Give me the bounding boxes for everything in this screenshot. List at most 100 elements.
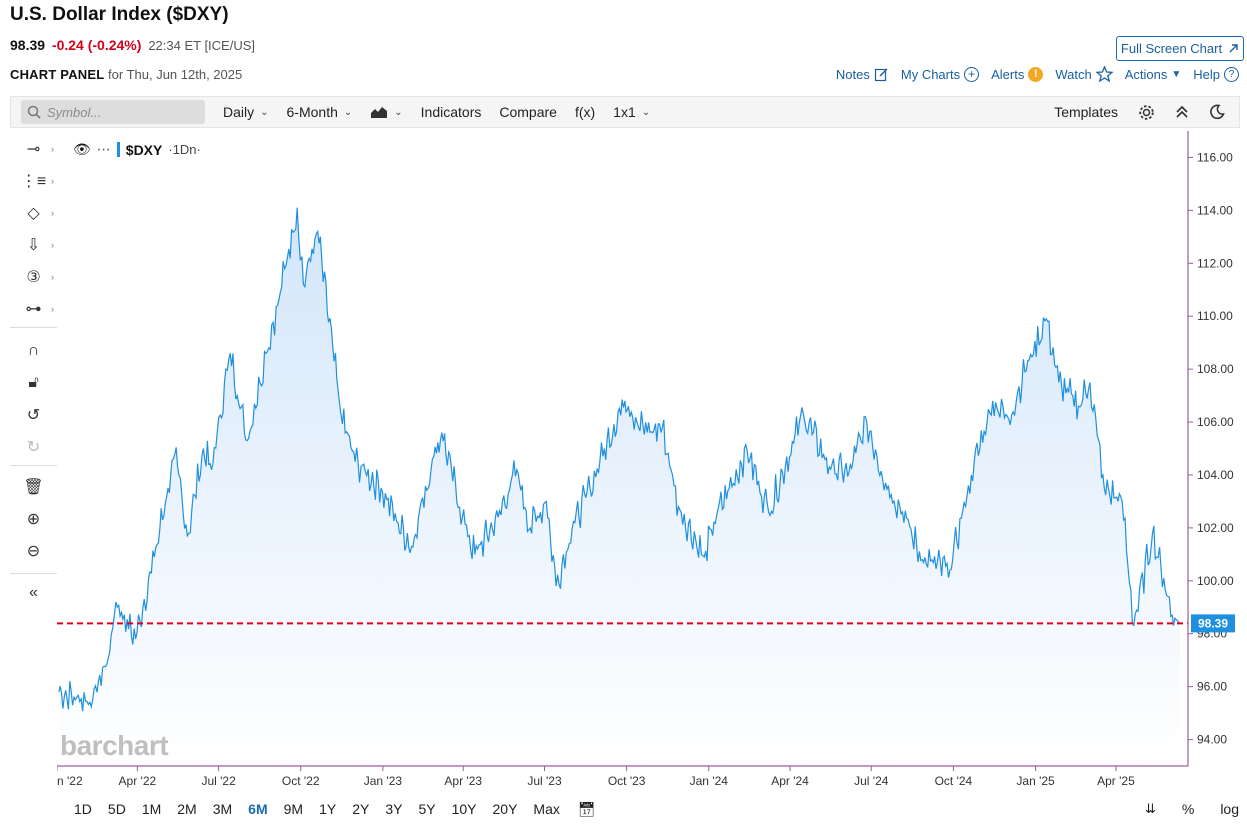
log-toggle[interactable]: log: [1220, 801, 1239, 817]
last-price: 98.39: [10, 37, 46, 53]
notes-link[interactable]: Notes: [836, 67, 889, 82]
function-label: f(x): [574, 104, 596, 120]
range-button-5y[interactable]: 5Y: [418, 801, 436, 817]
measure-tool-button[interactable]: ⊶ ›: [10, 295, 57, 323]
y-tick-label: 116.00: [1197, 150, 1233, 164]
range-button-3y[interactable]: 3Y: [385, 801, 403, 817]
templates-button[interactable]: Templates: [1054, 104, 1118, 120]
redo-button[interactable]: ↻: [10, 433, 57, 461]
expand-arrow-icon: [1229, 44, 1238, 53]
actions-label: Actions: [1124, 66, 1168, 82]
magnet-button[interactable]: ∩: [10, 337, 57, 365]
dark-mode-moon-icon[interactable]: [1209, 104, 1225, 120]
x-tick-label: Jan '23: [364, 774, 403, 788]
price-chart[interactable]: 116.00 114.00 112.00 110.00 108.00 106.00 104.…: [57, 131, 1242, 791]
count-tool-button[interactable]: ③ ›: [10, 263, 57, 291]
price-change: -0.24 (-0.24%): [51, 37, 142, 53]
percent-toggle[interactable]: %: [1181, 801, 1195, 817]
indicators-label: Indicators: [420, 104, 482, 120]
x-tick-label: Jul '23: [527, 774, 562, 788]
range-button-6m[interactable]: 6M: [248, 801, 268, 817]
delete-button[interactable]: 🗑︎: [10, 473, 57, 501]
lock-button[interactable]: 🔓︎: [10, 369, 57, 397]
range-button-2m[interactable]: 2M: [177, 801, 197, 817]
range-button-10y[interactable]: 10Y: [451, 801, 477, 817]
search-icon: [27, 105, 41, 119]
chart-panel-title: CHART PANEL: [10, 67, 105, 82]
gear-icon[interactable]: [1138, 104, 1155, 121]
chevron-right-icon: ›: [51, 304, 54, 314]
undo-button[interactable]: ↺: [10, 401, 57, 429]
range-button-1d[interactable]: 1D: [74, 801, 92, 817]
measure-icon: ⊶: [25, 301, 42, 318]
chevron-right-icon: ›: [51, 144, 54, 154]
collapse-up-icon[interactable]: [1175, 104, 1189, 120]
watch-link[interactable]: Watch: [1055, 66, 1113, 82]
redo-icon: ↻: [26, 439, 41, 456]
chevron-down-icon: ⌄: [641, 106, 651, 118]
x-tick-label: Apr '25: [1097, 774, 1135, 788]
zoom-out-button[interactable]: ⊖: [10, 537, 57, 565]
alerts-link[interactable]: Alerts !: [991, 66, 1044, 82]
range-bar-right: ⇊ % log: [1145, 801, 1239, 817]
sidebar-divider: [10, 465, 57, 466]
unlock-icon: 🔓︎: [28, 374, 39, 391]
last-price-tag-label: 98.39: [1198, 616, 1228, 630]
shape-tool-button[interactable]: ◇ ›: [10, 199, 57, 227]
x-tick-label: Jan '25: [1016, 774, 1055, 788]
chart-type-dropdown[interactable]: ⌄: [370, 105, 403, 119]
chart-panel-date: for Thu, Jun 12th, 2025: [108, 67, 243, 82]
series-color-swatch: [116, 142, 120, 157]
top-links: Notes My Charts + Alerts ! Watch Actions…: [836, 66, 1239, 82]
notes-label: Notes: [835, 66, 870, 82]
chevron-right-icon: ›: [51, 208, 54, 218]
plus-circle-icon: +: [964, 66, 980, 82]
period-dropdown[interactable]: 6-Month ⌄: [287, 104, 353, 120]
range-button-max[interactable]: Max: [533, 801, 560, 817]
full-screen-chart-button[interactable]: Full Screen Chart: [1116, 36, 1244, 61]
indicators-button[interactable]: Indicators: [421, 104, 482, 120]
range-button-2y[interactable]: 2Y: [352, 801, 370, 817]
double-chevron-left-icon: «: [29, 584, 38, 601]
more-options-icon[interactable]: ⋯: [96, 141, 111, 157]
calendar-icon[interactable]: 📅︎: [577, 800, 596, 817]
eye-icon[interactable]: 👁︎: [73, 141, 91, 157]
range-button-3m[interactable]: 3M: [212, 801, 233, 817]
x-tick-label: Jan '24: [690, 774, 729, 788]
range-button-1m[interactable]: 1M: [141, 801, 162, 817]
magnet-icon: ∩: [27, 342, 40, 359]
star-icon: [1095, 66, 1113, 82]
chevron-down-icon: ⌄: [260, 106, 269, 118]
range-button-1y[interactable]: 1Y: [319, 801, 337, 817]
zoom-in-button[interactable]: ⊕: [10, 505, 57, 533]
interval-label: Daily: [223, 104, 255, 120]
compare-label: Compare: [499, 104, 557, 120]
expand-down-icon[interactable]: ⇊: [1144, 801, 1156, 816]
compare-button[interactable]: Compare: [499, 104, 557, 120]
layout-dropdown[interactable]: 1x1 ⌄: [613, 104, 650, 120]
y-tick-label: 94.00: [1197, 733, 1227, 747]
collapse-sidebar-button[interactable]: «: [10, 579, 57, 607]
symbol-search-input[interactable]: Symbol...: [21, 100, 205, 124]
range-button-9m[interactable]: 9M: [283, 801, 304, 817]
fib-tool-button[interactable]: ⋮≡ ›: [10, 167, 57, 195]
my-charts-link[interactable]: My Charts +: [901, 66, 980, 82]
y-tick-label: 96.00: [1197, 680, 1227, 694]
interval-dropdown[interactable]: Daily ⌄: [223, 104, 269, 120]
y-tick-label: 102.00: [1197, 521, 1234, 535]
range-button-5d[interactable]: 5D: [107, 801, 126, 817]
y-tick-label: 100.00: [1197, 574, 1234, 588]
range-bar: 1D 5D 1M 2M 3M 6M 9M 1Y 2Y 3Y 5Y 10Y 20Y Max 📅︎ ⇊ % l…: [10, 796, 1245, 822]
arrow-tool-button[interactable]: ⇩ ›: [10, 231, 57, 259]
watch-label: Watch: [1055, 66, 1092, 82]
actions-menu[interactable]: Actions ▼: [1125, 67, 1182, 82]
function-button[interactable]: f(x): [575, 104, 595, 120]
chart-toolbar: Symbol... Daily ⌄ 6-Month ⌄ ⌄ Indicators C…: [10, 96, 1240, 128]
chart-legend: 👁︎ ⋯ $DXY ·1Dn·: [73, 141, 201, 158]
line-tool-button[interactable]: ⊸ ›: [10, 135, 57, 163]
undo-icon: ↺: [26, 407, 41, 424]
y-tick-label: 108.00: [1197, 362, 1234, 376]
x-tick-label: Oct '23: [608, 774, 646, 788]
help-link[interactable]: Help ?: [1193, 66, 1239, 82]
range-button-20y[interactable]: 20Y: [492, 801, 518, 817]
